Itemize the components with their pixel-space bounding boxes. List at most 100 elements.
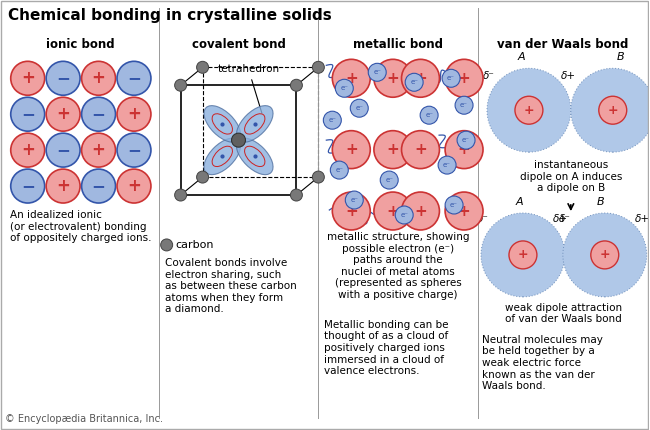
Text: metallic structure, showing
possible electron (e⁻)
paths around the
nuclei of me: metallic structure, showing possible ele…: [327, 232, 469, 300]
Text: +: +: [458, 203, 471, 218]
Circle shape: [374, 192, 412, 230]
Text: +: +: [56, 177, 70, 195]
Text: +: +: [345, 203, 358, 218]
Circle shape: [291, 79, 302, 91]
Circle shape: [457, 131, 475, 149]
Text: weak dipole attraction
of van der Waals bond: weak dipole attraction of van der Waals …: [505, 303, 623, 324]
Text: δ⁻: δ⁻: [477, 214, 489, 224]
Text: Covalent bonds involve
electron sharing, such
as between these carbon
atoms when: Covalent bonds involve electron sharing,…: [164, 258, 296, 314]
Text: −: −: [127, 141, 141, 159]
Circle shape: [571, 68, 650, 152]
Text: +: +: [414, 71, 427, 86]
Text: +: +: [387, 203, 399, 218]
Ellipse shape: [237, 106, 273, 142]
Circle shape: [175, 79, 187, 91]
Circle shape: [82, 169, 116, 203]
Circle shape: [445, 59, 483, 97]
Ellipse shape: [204, 106, 240, 142]
Circle shape: [442, 69, 460, 87]
Text: −: −: [21, 177, 34, 195]
Circle shape: [313, 61, 324, 73]
Text: +: +: [414, 142, 427, 157]
Circle shape: [46, 97, 80, 131]
Circle shape: [161, 239, 173, 251]
Text: covalent bond: covalent bond: [192, 38, 285, 51]
Text: +: +: [517, 249, 528, 261]
Text: +: +: [458, 142, 471, 157]
Circle shape: [117, 61, 151, 95]
Circle shape: [291, 189, 302, 201]
Text: e⁻: e⁻: [373, 69, 382, 75]
Circle shape: [369, 63, 386, 81]
Text: e⁻: e⁻: [356, 105, 363, 111]
Text: +: +: [127, 177, 141, 195]
Text: e⁻: e⁻: [425, 112, 433, 118]
Circle shape: [563, 213, 647, 297]
Text: +: +: [92, 69, 105, 87]
Circle shape: [445, 192, 483, 230]
Circle shape: [345, 191, 363, 209]
Text: −: −: [56, 69, 70, 87]
Text: +: +: [21, 69, 34, 87]
Circle shape: [11, 61, 45, 95]
Text: +: +: [387, 71, 399, 86]
Circle shape: [455, 96, 473, 114]
Text: e⁻: e⁻: [385, 177, 393, 183]
Circle shape: [313, 171, 324, 183]
Text: e⁻: e⁻: [410, 79, 418, 85]
Text: © Encyclopædia Britannica, Inc.: © Encyclopædia Britannica, Inc.: [5, 414, 163, 424]
Text: e⁻: e⁻: [447, 75, 455, 81]
Text: +: +: [127, 105, 141, 123]
Text: e⁻: e⁻: [335, 167, 343, 173]
Text: e⁻: e⁻: [443, 162, 451, 168]
Text: carbon: carbon: [176, 240, 214, 250]
Circle shape: [374, 59, 412, 97]
Text: +: +: [21, 141, 34, 159]
Text: e⁻: e⁻: [350, 197, 358, 203]
Text: B: B: [617, 52, 625, 62]
Circle shape: [481, 213, 565, 297]
Text: e⁻: e⁻: [328, 117, 336, 123]
Text: Neutral molecules may
be held together by a
weak electric force
known as the van: Neutral molecules may be held together b…: [482, 335, 603, 391]
Text: B: B: [597, 197, 604, 207]
Circle shape: [82, 61, 116, 95]
Text: −: −: [92, 177, 105, 195]
Circle shape: [46, 61, 80, 95]
Circle shape: [46, 133, 80, 167]
Circle shape: [438, 156, 456, 174]
Circle shape: [332, 131, 370, 169]
Circle shape: [11, 133, 45, 167]
Circle shape: [335, 79, 354, 97]
Text: instantaneous
dipole on A induces
a dipole on B: instantaneous dipole on A induces a dipo…: [519, 160, 622, 194]
Text: +: +: [56, 105, 70, 123]
Text: e⁻: e⁻: [462, 137, 470, 143]
Ellipse shape: [204, 138, 240, 175]
Text: e⁻: e⁻: [460, 102, 468, 108]
Text: e⁻: e⁻: [400, 212, 408, 218]
Text: +: +: [414, 203, 427, 218]
Text: A: A: [515, 197, 523, 207]
Circle shape: [487, 68, 571, 152]
Circle shape: [323, 111, 341, 129]
Circle shape: [332, 192, 370, 230]
Text: ionic bond: ionic bond: [46, 38, 114, 51]
Circle shape: [11, 97, 45, 131]
Circle shape: [445, 131, 483, 169]
Circle shape: [402, 192, 439, 230]
Circle shape: [599, 96, 627, 124]
Text: A: A: [517, 52, 525, 62]
Circle shape: [402, 59, 439, 97]
Text: δ⁻: δ⁻: [483, 71, 495, 81]
Circle shape: [117, 97, 151, 131]
Text: −: −: [92, 105, 105, 123]
Circle shape: [509, 241, 537, 269]
Circle shape: [117, 133, 151, 167]
Circle shape: [402, 131, 439, 169]
Text: e⁻: e⁻: [450, 202, 458, 208]
Circle shape: [82, 97, 116, 131]
Ellipse shape: [237, 138, 273, 175]
Text: van der Waals bond: van der Waals bond: [497, 38, 629, 51]
Text: δ+: δ+: [553, 214, 568, 224]
Circle shape: [46, 169, 80, 203]
Text: +: +: [345, 71, 358, 86]
